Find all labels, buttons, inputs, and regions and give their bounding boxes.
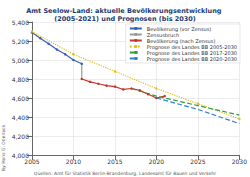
svg-text:Bevölkerung (nach Zensus): Bevölkerung (nach Zensus) [146, 37, 216, 44]
svg-text:5,000: 5,000 [12, 57, 29, 64]
svg-text:2010: 2010 [66, 158, 81, 165]
svg-text:4,800: 4,800 [12, 76, 29, 83]
svg-text:5,400: 5,400 [12, 19, 29, 26]
svg-text:2020: 2020 [149, 158, 164, 165]
svg-text:4,200: 4,200 [12, 133, 29, 140]
svg-text:Prognose des Landes BB 2020-20: Prognose des Landes BB 2020-2030 [147, 56, 237, 63]
svg-text:Bevölkerung (vor Zensus): Bevölkerung (vor Zensus) [146, 25, 212, 32]
svg-text:4,600: 4,600 [12, 95, 29, 102]
svg-text:5,200: 5,200 [12, 38, 29, 45]
svg-text:Prognose des Landes BB 2005-20: Prognose des Landes BB 2005-2030 [146, 43, 237, 50]
svg-text:(2005-2021) und Prognosen (bis: (2005-2021) und Prognosen (bis 2030) [54, 15, 196, 23]
svg-text:2015: 2015 [107, 158, 122, 165]
svg-text:Prognose des Landes BB 2017-20: Prognose des Landes BB 2017-2030 [146, 49, 237, 56]
svg-text:Amt Seelow-Land: aktuelle Bevö: Amt Seelow-Land: aktuelle Bevölkerungsen… [26, 7, 224, 15]
svg-text:4,400: 4,400 [12, 114, 29, 121]
svg-text:Zensusbruch: Zensusbruch [146, 31, 180, 38]
svg-text:4,000: 4,000 [11, 151, 29, 159]
svg-text:2025: 2025 [190, 158, 205, 165]
svg-text:By Hans G. Oberlack: By Hans G. Oberlack [1, 124, 6, 171]
svg-text:2030: 2030 [232, 158, 247, 165]
svg-text:Quellen: Amt für Statistik Ber: Quellen: Amt für Statistik Berlin-Brande… [34, 171, 216, 176]
svg-text:2005: 2005 [24, 158, 39, 165]
